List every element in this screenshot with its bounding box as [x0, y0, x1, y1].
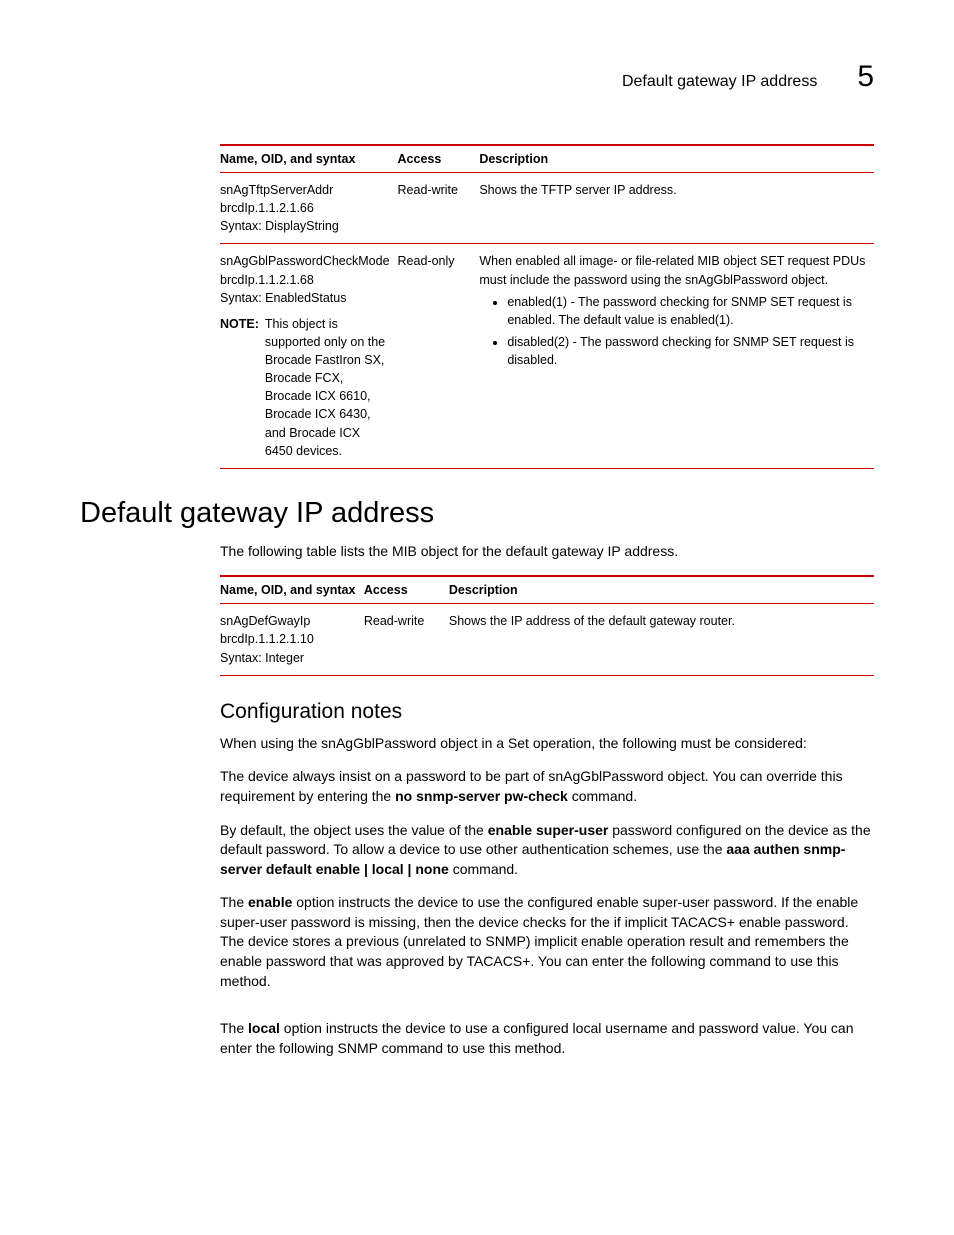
text-run: The [220, 1020, 248, 1036]
table-header-row: Name, OID, and syntax Access Description [220, 145, 874, 173]
bold-run: no snmp-server pw-check [395, 788, 568, 804]
table-row: snAgTftpServerAddr brcdIp.1.1.2.1.66 Syn… [220, 173, 874, 244]
mib-table-1: Name, OID, and syntax Access Description… [220, 144, 874, 469]
col-header-description: Description [449, 576, 874, 604]
text-run: command. [449, 861, 518, 877]
bold-run: enable [248, 894, 292, 910]
col-header-description: Description [479, 145, 874, 173]
col-header-name: Name, OID, and syntax [220, 576, 364, 604]
text-run: The [220, 894, 248, 910]
oid-line: snAgGblPasswordCheckMode [220, 252, 390, 270]
note-block: NOTE: This object is supported only on t… [220, 315, 390, 460]
cell-name: snAgDefGwayIp brcdIp.1.1.2.1.10 Syntax: … [220, 604, 364, 675]
cell-access: Read-only [398, 244, 480, 468]
bold-run: enable super-user [488, 822, 609, 838]
config-p5: The local option instructs the device to… [220, 1019, 874, 1058]
note-label: NOTE: [220, 315, 259, 460]
text-run: By default, the object uses the value of… [220, 822, 488, 838]
text-run: option instructs the device to use the c… [220, 894, 858, 988]
desc-bullets: enabled(1) - The password checking for S… [479, 293, 866, 370]
oid-line: brcdIp.1.1.2.1.68 [220, 271, 390, 289]
table-row: snAgDefGwayIp brcdIp.1.1.2.1.10 Syntax: … [220, 604, 874, 675]
running-header: Default gateway IP address 5 [80, 60, 874, 94]
col-header-access: Access [398, 145, 480, 173]
note-body: This object is supported only on the Bro… [265, 315, 390, 460]
oid-line: snAgDefGwayIp [220, 612, 356, 630]
col-header-name: Name, OID, and syntax [220, 145, 398, 173]
desc-lead: When enabled all image- or file-related … [479, 252, 866, 288]
mib-table-2: Name, OID, and syntax Access Description… [220, 575, 874, 675]
oid-line: Syntax: EnabledStatus [220, 289, 390, 307]
cell-access: Read-write [398, 173, 480, 244]
bold-run: local [248, 1020, 280, 1036]
table-header-row: Name, OID, and syntax Access Description [220, 576, 874, 604]
oid-line: brcdIp.1.1.2.1.66 [220, 199, 390, 217]
oid-line: brcdIp.1.1.2.1.10 [220, 630, 356, 648]
config-p1: When using the snAgGblPassword object in… [220, 734, 874, 754]
cell-description: When enabled all image- or file-related … [479, 244, 874, 468]
config-p3: By default, the object uses the value of… [220, 821, 874, 880]
config-p4: The enable option instructs the device t… [220, 893, 874, 991]
cell-name: snAgTftpServerAddr brcdIp.1.1.2.1.66 Syn… [220, 173, 398, 244]
text-run: option instructs the device to use a con… [220, 1020, 854, 1056]
subsection-heading: Configuration notes [220, 700, 874, 724]
oid-line: Syntax: Integer [220, 649, 356, 667]
table-row: snAgGblPasswordCheckMode brcdIp.1.1.2.1.… [220, 244, 874, 468]
bullet-item: disabled(2) - The password checking for … [507, 333, 866, 369]
oid-line: Syntax: DisplayString [220, 217, 390, 235]
oid-line: snAgTftpServerAddr [220, 181, 390, 199]
section-intro: The following table lists the MIB object… [220, 542, 874, 562]
bullet-item: enabled(1) - The password checking for S… [507, 293, 866, 329]
config-p2: The device always insist on a password t… [220, 767, 874, 806]
col-header-access: Access [364, 576, 449, 604]
running-header-title: Default gateway IP address [622, 73, 817, 91]
chapter-number: 5 [857, 60, 874, 94]
cell-description: Shows the IP address of the default gate… [449, 604, 874, 675]
text-run: command. [568, 788, 637, 804]
section-heading: Default gateway IP address [80, 497, 874, 530]
cell-access: Read-write [364, 604, 449, 675]
cell-name: snAgGblPasswordCheckMode brcdIp.1.1.2.1.… [220, 244, 398, 468]
cell-description: Shows the TFTP server IP address. [479, 173, 874, 244]
